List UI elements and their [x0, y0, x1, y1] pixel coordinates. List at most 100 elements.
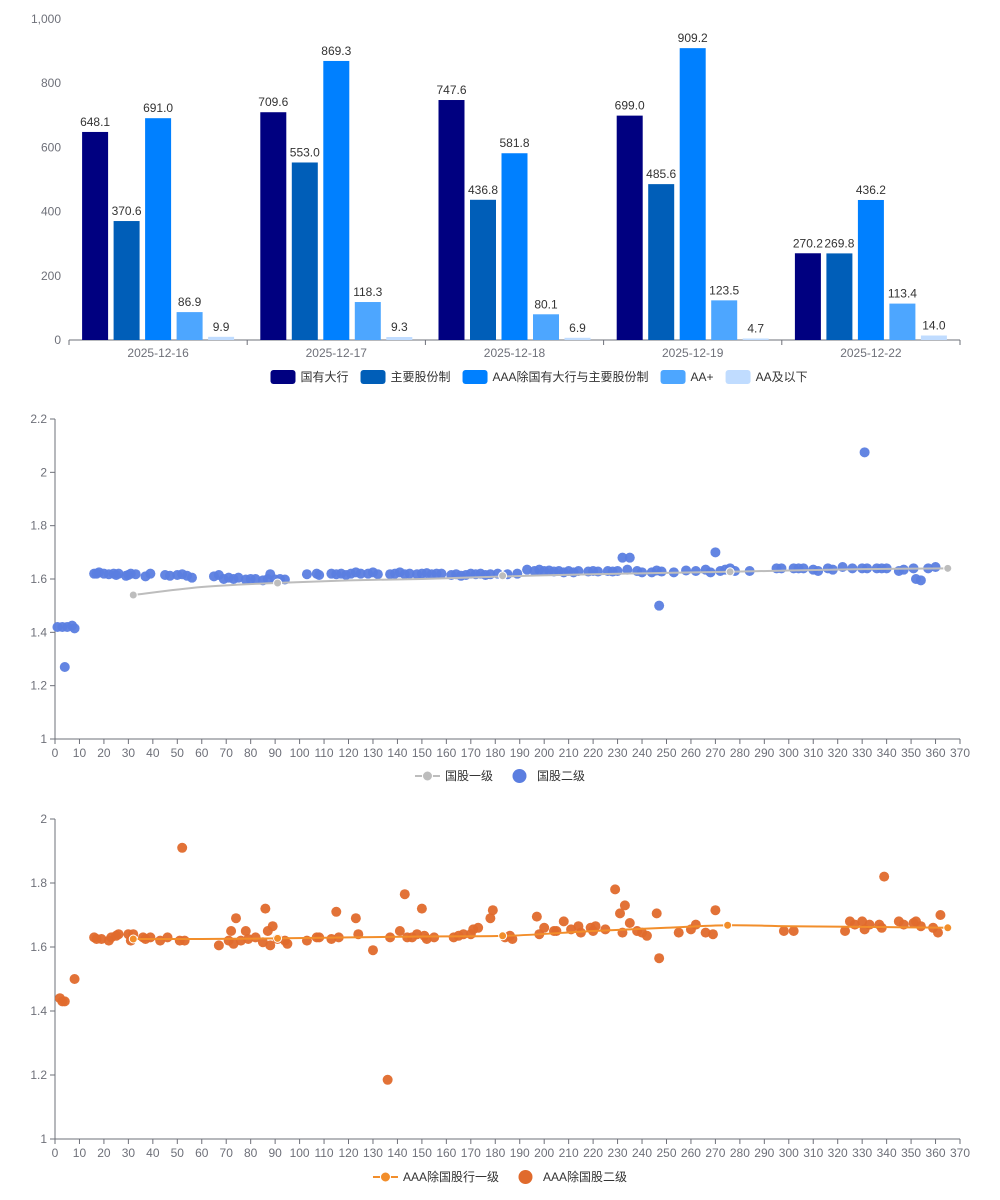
bar[interactable] — [438, 100, 465, 340]
scatter-point[interactable] — [301, 569, 312, 580]
scatter-point[interactable] — [615, 908, 626, 919]
scatter-point[interactable] — [590, 921, 601, 932]
legend-marker[interactable] — [379, 1171, 391, 1183]
scatter-point[interactable] — [487, 905, 498, 916]
line-point[interactable] — [498, 931, 508, 941]
scatter-point[interactable] — [813, 566, 824, 576]
scatter-point[interactable] — [610, 884, 621, 895]
scatter-point[interactable] — [619, 900, 630, 911]
line-point[interactable] — [943, 563, 953, 573]
bar[interactable] — [826, 253, 853, 340]
scatter-chart-aaa-legend[interactable]: AAA除国股行一级 AAA除国股二级 — [372, 1169, 627, 1184]
scatter-point[interactable] — [935, 910, 946, 920]
bar-chart-legend[interactable]: 国有大行 主要股份制 AAA除国有大行与主要股份制 AA+ AA及以下 — [270, 369, 808, 384]
bar[interactable] — [470, 199, 496, 340]
scatter-point[interactable] — [654, 600, 665, 611]
scatter-point[interactable] — [656, 566, 667, 577]
line-point[interactable] — [273, 578, 283, 588]
scatter-point[interactable] — [624, 918, 635, 928]
scatter-point[interactable] — [231, 913, 241, 924]
bar[interactable] — [564, 337, 591, 340]
scatter-point[interactable] — [651, 908, 662, 919]
scatter-point[interactable] — [282, 938, 293, 949]
bar[interactable] — [742, 338, 769, 340]
scatter-point[interactable] — [177, 842, 188, 853]
scatter-point[interactable] — [179, 935, 190, 946]
legend-label[interactable]: AA+ — [691, 370, 714, 384]
scatter-point[interactable] — [331, 906, 342, 917]
trend-line[interactable] — [133, 567, 948, 596]
bar[interactable] — [920, 335, 947, 340]
scatter-point[interactable] — [59, 996, 70, 1007]
scatter-point[interactable] — [473, 922, 484, 933]
bar[interactable] — [291, 162, 318, 340]
scatter-point[interactable] — [840, 926, 851, 936]
scatter-point[interactable] — [864, 919, 875, 930]
scatter-point[interactable] — [551, 926, 562, 936]
bar[interactable] — [648, 184, 675, 340]
scatter-point[interactable] — [416, 903, 427, 914]
bar[interactable] — [145, 118, 172, 341]
scatter-point[interactable] — [673, 927, 684, 938]
scatter-point[interactable] — [788, 926, 799, 936]
scatter-point[interactable] — [404, 568, 415, 579]
scatter-point[interactable] — [930, 562, 941, 572]
legend-label[interactable]: AA及以下 — [756, 370, 808, 384]
scatter-point[interactable] — [186, 572, 197, 583]
scatter-point[interactable] — [710, 547, 721, 558]
scatter-point[interactable] — [690, 566, 701, 576]
scatter-point[interactable] — [260, 903, 271, 914]
scatter-point[interactable] — [915, 921, 926, 932]
scatter-point[interactable] — [314, 570, 325, 580]
scatter-point[interactable] — [859, 447, 870, 458]
legend-label[interactable]: 国有大行 — [301, 370, 349, 384]
scatter-point[interactable] — [145, 568, 156, 579]
legend-marker[interactable] — [421, 770, 433, 782]
bar[interactable] — [857, 199, 884, 340]
scatter-point[interactable] — [382, 1074, 393, 1085]
scatter-point[interactable] — [776, 563, 787, 574]
scatter-point[interactable] — [113, 929, 124, 940]
bar[interactable] — [616, 115, 643, 340]
scatter-point[interactable] — [355, 568, 366, 579]
legend-swatch[interactable] — [725, 370, 751, 384]
scatter-point[interactable] — [624, 552, 635, 563]
bar[interactable] — [82, 131, 109, 340]
bar[interactable] — [679, 48, 706, 341]
legend-label[interactable]: 国股一级 — [445, 769, 493, 783]
scatter-point[interactable] — [394, 926, 405, 936]
scatter-chart-guogu-legend[interactable]: 国股一级 国股二级 — [414, 769, 585, 783]
scatter-point[interactable] — [265, 940, 276, 951]
bar[interactable] — [501, 153, 528, 340]
scatter-point[interactable] — [710, 905, 721, 916]
bar[interactable] — [794, 253, 821, 340]
scatter-point[interactable] — [879, 871, 890, 882]
bar[interactable] — [889, 303, 916, 340]
scatter-point[interactable] — [367, 945, 378, 956]
line-point[interactable] — [498, 571, 508, 581]
line-point[interactable] — [943, 923, 953, 933]
scatter-point[interactable] — [798, 563, 809, 574]
scatter-point[interactable] — [707, 929, 718, 940]
scatter-point[interactable] — [558, 916, 569, 927]
bar[interactable] — [323, 60, 350, 340]
bar[interactable] — [533, 314, 559, 340]
scatter-point[interactable] — [915, 575, 926, 586]
legend-label[interactable]: AAA除国有大行与主要股份制 — [493, 369, 649, 384]
legend-label[interactable]: 国股二级 — [537, 769, 585, 783]
scatter-point[interactable] — [681, 565, 692, 576]
bar[interactable] — [176, 312, 203, 340]
scatter-point[interactable] — [162, 932, 173, 943]
scatter-point[interactable] — [485, 913, 496, 924]
scatter-point[interactable] — [69, 623, 80, 634]
scatter-point[interactable] — [267, 921, 278, 932]
line-point[interactable] — [723, 920, 733, 930]
line-point[interactable] — [128, 590, 138, 600]
scatter-point[interactable] — [429, 932, 440, 943]
scatter-point[interactable] — [399, 889, 410, 900]
scatter-point[interactable] — [654, 953, 665, 964]
legend-marker[interactable] — [518, 1170, 533, 1184]
legend-label[interactable]: AAA除国股行一级 — [403, 1169, 499, 1184]
scatter-point[interactable] — [690, 919, 701, 930]
legend-swatch[interactable] — [462, 370, 488, 384]
